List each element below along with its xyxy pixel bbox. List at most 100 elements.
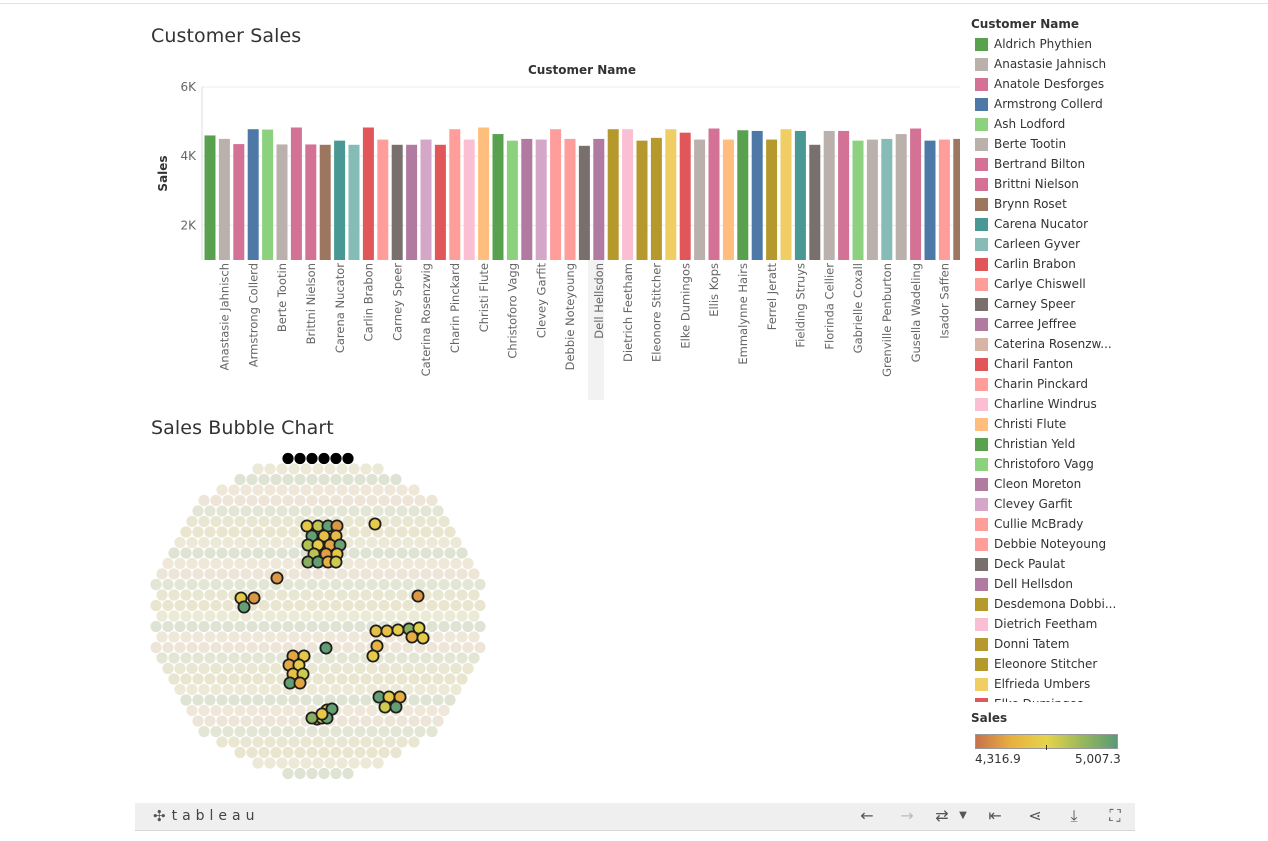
bubble[interactable] [240, 547, 252, 559]
bubble[interactable] [456, 568, 468, 580]
bubble[interactable] [210, 683, 222, 696]
bubble[interactable] [462, 599, 474, 612]
bubble[interactable] [264, 484, 276, 496]
bar[interactable] [406, 144, 418, 260]
legend-item[interactable]: Bertrand Bilton [971, 154, 1131, 174]
legend-item[interactable]: Dell Hellsdon [971, 574, 1131, 594]
bubble[interactable] [312, 463, 324, 475]
bar[interactable] [478, 127, 490, 261]
bubble[interactable] [228, 526, 240, 538]
bubble[interactable] [156, 610, 168, 622]
bubble[interactable] [330, 662, 342, 675]
bubble[interactable] [174, 578, 186, 591]
bar[interactable] [290, 127, 302, 261]
bubble[interactable] [306, 494, 318, 507]
bubble[interactable] [336, 757, 348, 769]
bubble[interactable] [426, 725, 438, 738]
highlighted-bubble[interactable] [237, 600, 251, 614]
bubble[interactable] [342, 599, 354, 612]
bubble[interactable] [354, 536, 366, 549]
bubble[interactable] [222, 515, 234, 528]
bubble[interactable] [330, 494, 342, 507]
bubble[interactable] [426, 536, 438, 549]
bubble[interactable] [252, 631, 264, 643]
bubble[interactable] [438, 599, 450, 612]
bubble[interactable] [276, 589, 288, 601]
bubble[interactable] [222, 704, 234, 717]
bar[interactable] [276, 144, 288, 260]
bubble[interactable] [264, 505, 276, 517]
bubble[interactable] [252, 463, 264, 475]
bubble[interactable] [438, 578, 450, 591]
bubble[interactable] [240, 715, 252, 727]
bubble[interactable] [300, 694, 312, 706]
bubble[interactable] [312, 631, 324, 643]
bar[interactable] [204, 135, 216, 260]
bubble[interactable] [372, 505, 384, 517]
bubble[interactable] [312, 505, 324, 517]
bubble[interactable] [414, 578, 426, 591]
bubble[interactable] [396, 484, 408, 496]
bubble[interactable] [366, 662, 378, 675]
bubble[interactable] [234, 662, 246, 675]
bubble[interactable] [264, 673, 276, 685]
bubble[interactable] [444, 568, 456, 580]
bubble[interactable] [240, 484, 252, 496]
bubble[interactable] [318, 578, 330, 591]
bar[interactable] [362, 127, 374, 261]
bubble[interactable] [324, 505, 336, 517]
bubble[interactable] [360, 715, 372, 727]
bubble[interactable] [372, 463, 384, 475]
bar[interactable] [262, 129, 274, 260]
bubble[interactable] [276, 463, 288, 475]
bubble[interactable] [174, 662, 186, 675]
bubble[interactable] [408, 673, 420, 685]
bubble[interactable] [306, 452, 318, 465]
bubble[interactable] [354, 557, 366, 570]
bubble[interactable] [168, 610, 180, 622]
bubble[interactable] [408, 610, 420, 622]
bubble[interactable] [282, 494, 294, 507]
bar[interactable] [377, 139, 389, 260]
bubble[interactable] [348, 463, 360, 475]
bubble[interactable] [210, 725, 222, 738]
bar[interactable] [838, 130, 850, 260]
bubble[interactable] [366, 473, 378, 486]
bar[interactable] [420, 139, 432, 260]
bar[interactable] [607, 129, 619, 260]
bubble[interactable] [240, 505, 252, 517]
bubble[interactable] [210, 662, 222, 675]
bubble[interactable] [354, 662, 366, 675]
bubble[interactable] [198, 662, 210, 675]
bubble[interactable] [372, 484, 384, 496]
bubble[interactable] [390, 725, 402, 738]
bubble[interactable] [234, 578, 246, 591]
bubble[interactable] [318, 746, 330, 759]
bubble[interactable] [462, 578, 474, 591]
bubble[interactable] [180, 568, 192, 580]
bubble[interactable] [234, 536, 246, 549]
bubble[interactable] [444, 694, 456, 706]
bubble[interactable] [432, 568, 444, 580]
redo-icon[interactable]: → [900, 806, 914, 825]
bubble[interactable] [180, 631, 192, 643]
bubble[interactable] [192, 589, 204, 601]
bubble[interactable] [264, 526, 276, 538]
bubble[interactable] [474, 578, 486, 591]
bubble[interactable] [354, 641, 366, 654]
bubble[interactable] [240, 694, 252, 706]
bubble[interactable] [366, 725, 378, 738]
bubble[interactable] [270, 725, 282, 738]
bubble[interactable] [402, 683, 414, 696]
bubble[interactable] [216, 631, 228, 643]
bubble[interactable] [318, 683, 330, 696]
legend-item[interactable]: Deck Paulat [971, 554, 1131, 574]
bubble[interactable] [384, 484, 396, 496]
bubble[interactable] [414, 641, 426, 654]
bubble[interactable] [210, 536, 222, 549]
bubble[interactable] [390, 536, 402, 549]
bubble[interactable] [240, 673, 252, 685]
legend-item[interactable]: Charil Fanton [971, 354, 1131, 374]
bubble[interactable] [282, 515, 294, 528]
bubble[interactable] [360, 673, 372, 685]
